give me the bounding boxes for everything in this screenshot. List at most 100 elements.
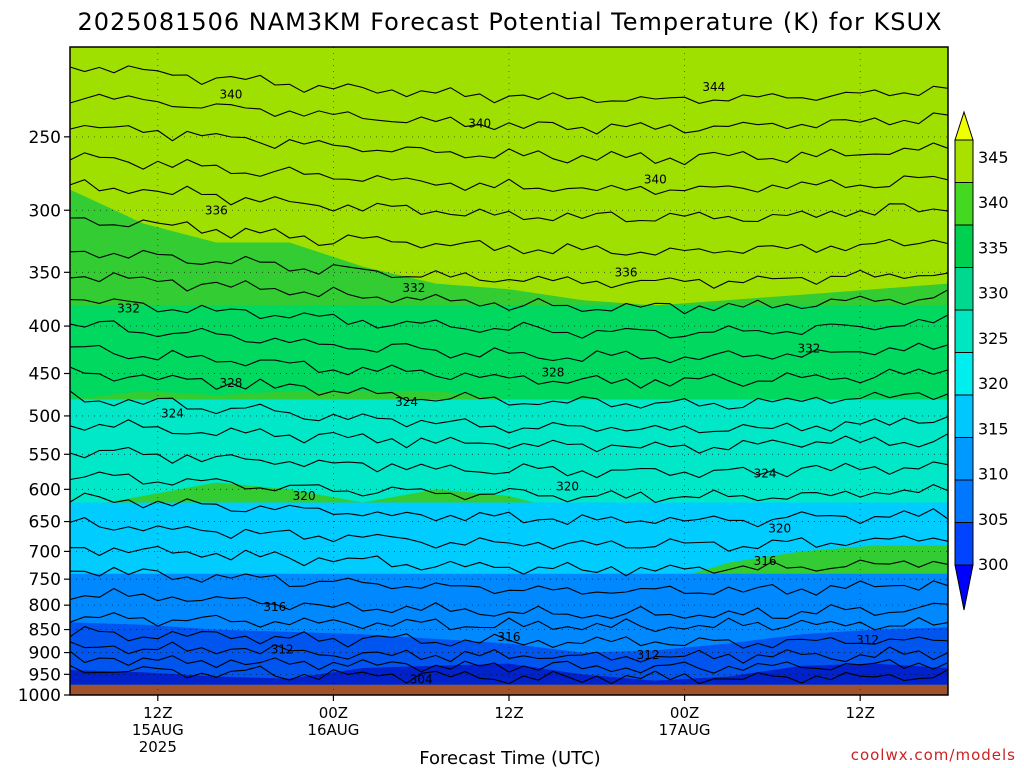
contour-line: [69, 366, 949, 410]
colorbar-label: 345: [978, 148, 1009, 167]
contour-label: 312: [856, 633, 879, 647]
band-335-340: [70, 47, 948, 306]
x-tick-label: 16AUG: [307, 721, 359, 739]
contour-label: 336: [205, 203, 228, 217]
contour-label: 328: [220, 376, 243, 390]
contour-label: 336: [615, 265, 638, 279]
colorbar-label: 300: [978, 555, 1009, 574]
contour-line: [69, 492, 949, 528]
contour-label: 340: [644, 173, 667, 187]
contour-line: [69, 249, 949, 289]
contour-line: [69, 650, 949, 674]
colorbar-segment: [954, 479, 974, 523]
x-tick-label: 12Z: [846, 704, 875, 722]
contour-label: 344: [702, 80, 725, 94]
x-tick-label: 00Z: [670, 704, 699, 722]
colorbar-extend-top: [954, 110, 974, 141]
colorbar: 345 340 335 330 325 320 315 310 305 300: [954, 110, 1009, 611]
contour-line: [69, 179, 949, 223]
y-tick-label: 700: [29, 542, 61, 562]
colorbar-segment: [954, 352, 974, 396]
contour-lines: [69, 65, 949, 685]
colorbar-segment: [954, 139, 974, 183]
contour-line: [69, 124, 949, 166]
x-tick-label: 2025: [139, 738, 177, 756]
colorbar-label: 340: [978, 193, 1009, 212]
contour-label: 312: [637, 648, 660, 662]
y-tick-label: 350: [29, 263, 61, 283]
contour-line: [69, 625, 949, 649]
contour-line: [69, 390, 949, 434]
y-tick-label: 750: [29, 570, 61, 590]
x-tick-label: 00Z: [319, 704, 348, 722]
y-tick-label: 950: [29, 665, 61, 685]
contour-label: 320: [768, 521, 791, 535]
colorbar-label: 310: [978, 465, 1009, 484]
colorbar-segment: [954, 309, 974, 353]
contour-label: 340: [220, 87, 243, 101]
contour-line: [69, 65, 949, 104]
contour-labels: 340 340 344 340 336 336 332 332 332 328 328 324 324 3…: [117, 80, 879, 686]
chart-title: 2025081506 NAM3KM Forecast Potential Tem…: [77, 8, 942, 36]
contour-line: [70, 545, 949, 577]
colorbar-label: 320: [978, 374, 1009, 393]
colorbar-extend-bottom: [954, 564, 974, 611]
contour-line: [69, 272, 949, 315]
band-325-330: [70, 305, 948, 416]
x-tick-label: 12Z: [143, 704, 172, 722]
x-tick-label: 17AUG: [659, 721, 711, 739]
contour-label: 324: [161, 406, 184, 420]
y-tick-label: 250: [29, 128, 61, 148]
colorbar-label: 330: [978, 284, 1009, 303]
colorbar-segment: [954, 522, 974, 566]
y-tick-label: 550: [29, 445, 61, 465]
contour-label: 340: [468, 117, 491, 131]
contour-label: 316: [498, 630, 521, 644]
contour-line: [69, 612, 949, 633]
contour-label: 332: [117, 302, 140, 316]
y-tick-label: 300: [29, 201, 61, 221]
contour-line: [69, 566, 949, 596]
y-tick-label: 1000: [18, 686, 61, 706]
contour-line: [69, 516, 949, 552]
colorbar-label: 315: [978, 419, 1009, 438]
contour-line: [69, 471, 949, 503]
colorbar-label: 335: [978, 238, 1009, 257]
contour-label: 316: [754, 554, 777, 568]
contour-label: 304: [410, 672, 433, 686]
y-axis: 250 300 350 400 450 500 550 600 650 700 750 800 850 9…: [18, 128, 70, 706]
x-tick-label: 12Z: [494, 704, 523, 722]
contour-label: 328: [541, 366, 564, 380]
contour-label: 320: [556, 480, 579, 494]
y-tick-label: 850: [29, 621, 61, 641]
y-tick-label: 450: [29, 365, 61, 385]
colorbar-label: 325: [978, 329, 1009, 348]
contour-line: [69, 446, 949, 479]
contour-line: [69, 93, 949, 135]
credit-text: coolwx.com/models: [851, 746, 1016, 764]
colorbar-segment: [954, 224, 974, 268]
contour-line: [69, 641, 949, 664]
contour-label: 324: [395, 395, 418, 409]
colorbar-segment: [954, 182, 974, 226]
contour-label: 324: [754, 467, 777, 481]
contour-label: 332: [798, 342, 821, 356]
contour-label: 320: [293, 489, 316, 503]
colorbar-segment: [954, 437, 974, 481]
x-axis-label: Forecast Time (UTC): [419, 748, 600, 768]
grid-lines: [70, 47, 948, 695]
contour-label: 332: [402, 281, 425, 295]
x-tick-label: 15AUG: [132, 721, 184, 739]
y-tick-label: 900: [29, 644, 61, 664]
y-tick-label: 400: [29, 317, 61, 337]
contour-label: 316: [263, 600, 286, 614]
colorbar-segment: [954, 394, 974, 438]
y-tick-label: 600: [29, 480, 61, 500]
colorbar-label: 305: [978, 510, 1009, 529]
contour-line: [69, 298, 949, 339]
contour-label: 312: [271, 642, 294, 656]
y-tick-label: 650: [29, 513, 61, 533]
colorbar-segment: [954, 267, 974, 311]
